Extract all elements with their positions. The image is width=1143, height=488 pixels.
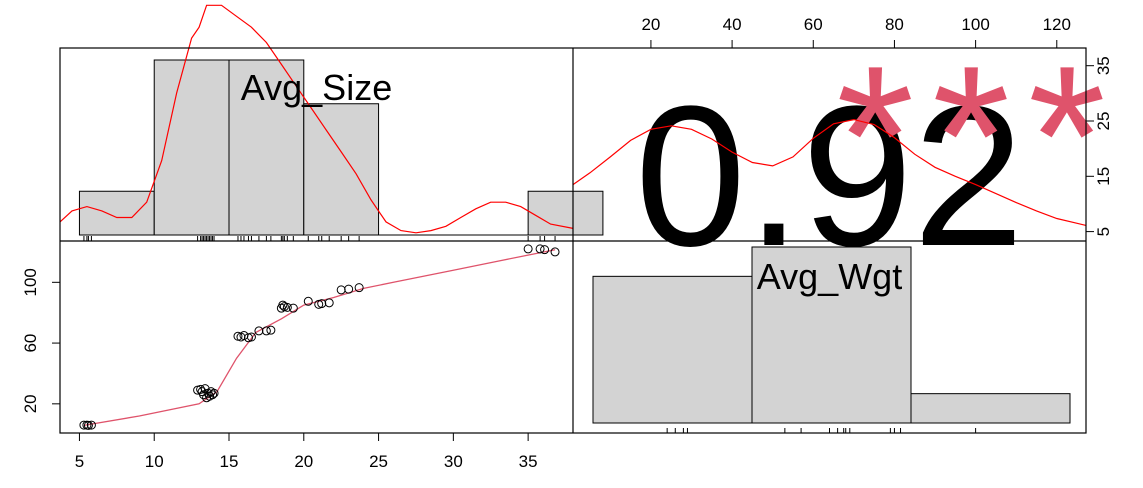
scatter-point: [199, 390, 209, 400]
bottom-axis-tick-label: 15: [220, 452, 239, 471]
size-density-line: [59, 4, 574, 234]
scatter-point: [239, 330, 249, 340]
scatter-point: [282, 302, 292, 312]
bottom-axis-tick-label: 25: [369, 452, 388, 471]
scatter-point: [278, 300, 288, 310]
wgt-hist-bar: [751, 246, 912, 424]
size-hist-bar: [527, 190, 604, 236]
scatter-point: [535, 244, 545, 254]
scatter-point: [303, 296, 313, 306]
size-hist-bar: [153, 59, 230, 236]
left-axis-tick-label: 100: [21, 268, 40, 296]
bottom-axis-tick-label: 5: [75, 452, 84, 471]
wgt-density-line: [572, 118, 1087, 226]
scatter-point: [288, 303, 298, 313]
scatter-point: [540, 245, 550, 255]
scatter-point: [336, 285, 346, 295]
size-hist-bar: [303, 103, 380, 236]
scatter-point: [523, 244, 533, 254]
scatter-point: [196, 384, 206, 394]
scatter-point: [254, 326, 264, 336]
top-axis-tick-label: 60: [804, 15, 823, 34]
wgt-hist-bar: [592, 275, 753, 424]
right-axis-tick-label: 25: [1094, 112, 1113, 131]
scatter-point: [354, 283, 364, 293]
scatter-point: [266, 325, 276, 335]
scatter-point: [209, 388, 219, 398]
avg-wgt-label: Avg_Wgt: [757, 256, 902, 297]
bottom-axis-tick-label: 30: [444, 452, 463, 471]
top-axis-tick-label: 120: [1043, 15, 1071, 34]
scatter-point: [246, 332, 256, 342]
right-axis-tick-label: 5: [1094, 227, 1113, 236]
top-axis-tick-label: 20: [641, 15, 660, 34]
bottom-axis-tick-label: 35: [519, 452, 538, 471]
scatter-point: [200, 384, 210, 394]
top-axis-tick-label: 100: [961, 15, 989, 34]
bottom-axis-tick-label: 10: [145, 452, 164, 471]
scatter-point: [79, 420, 89, 430]
top-axis-tick-label: 80: [885, 15, 904, 34]
right-axis-tick-label: 35: [1094, 56, 1113, 75]
avg-size-label: Avg_Size: [241, 67, 392, 108]
bottom-axis-tick-label: 20: [294, 452, 313, 471]
scatter-point: [86, 420, 96, 430]
scatter-point: [324, 298, 334, 308]
left-axis-tick-label: 60: [21, 334, 40, 353]
right-axis-tick-label: 15: [1094, 167, 1113, 186]
scatter-point: [261, 326, 271, 336]
top-axis-tick-label: 40: [723, 15, 742, 34]
smooth-line: [83, 249, 556, 427]
scatter-point: [208, 390, 218, 400]
size-hist-bar: [78, 190, 155, 236]
size-hist-bar: [228, 59, 305, 236]
scatter-point: [550, 247, 560, 257]
correlation-stars: ***: [836, 25, 1124, 248]
left-axis-tick-label: 20: [21, 394, 40, 413]
scatter-point: [83, 420, 93, 430]
scatter-point: [344, 284, 354, 294]
wgt-hist-bar: [910, 393, 1071, 424]
